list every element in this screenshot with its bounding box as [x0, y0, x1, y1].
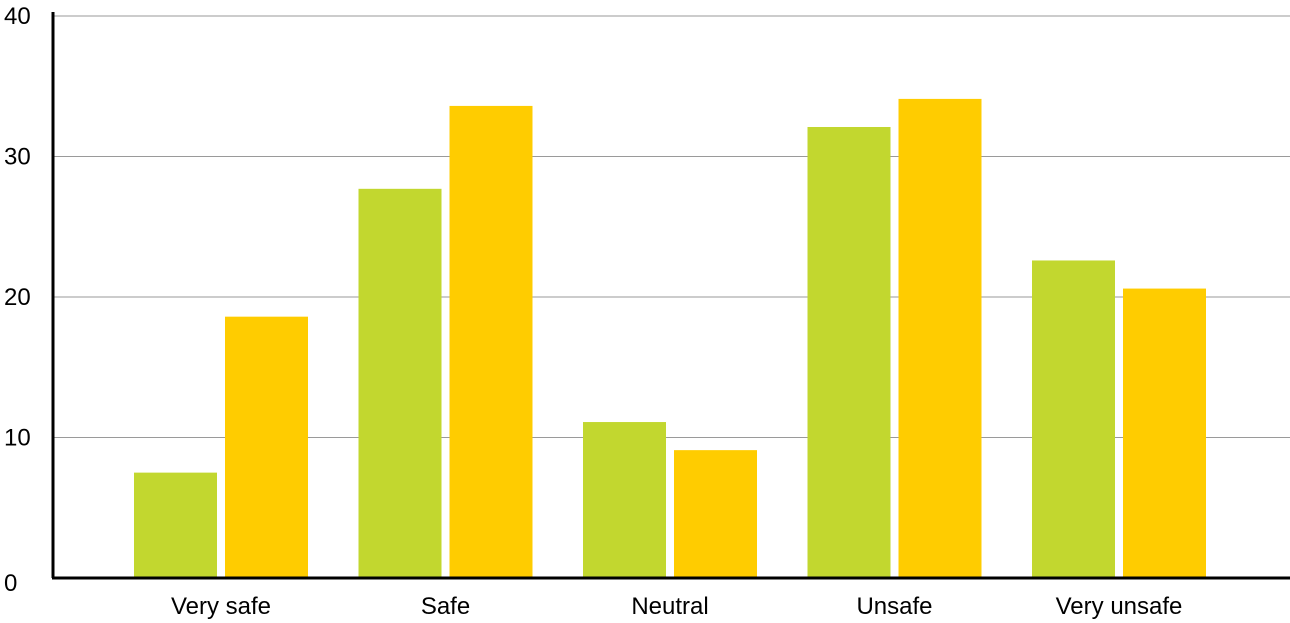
bar	[674, 450, 757, 578]
bar	[134, 472, 217, 578]
axes	[51, 12, 1290, 580]
bars	[134, 98, 1206, 579]
bar	[1123, 288, 1206, 578]
x-category-label: Unsafe	[856, 593, 932, 620]
y-tick-labels: 0 10 20 30 40	[4, 3, 31, 597]
y-tick-label: 20	[4, 284, 31, 311]
bar	[449, 105, 533, 579]
x-category-label: Very safe	[171, 593, 271, 620]
x-category-labels: Very safe Safe Neutral Unsafe Very unsafe	[171, 593, 1182, 620]
x-category-label: Safe	[421, 593, 470, 620]
x-category-label: Neutral	[631, 593, 708, 620]
bar	[225, 316, 308, 578]
bar	[583, 422, 666, 578]
bar	[807, 126, 891, 579]
y-tick-label: 0	[4, 570, 17, 597]
y-tick-label: 30	[4, 144, 31, 171]
bar	[1032, 260, 1115, 578]
y-tick-label: 10	[4, 425, 31, 452]
bar	[358, 188, 442, 578]
x-category-label: Very unsafe	[1056, 593, 1183, 620]
bar	[898, 98, 982, 579]
y-tick-label: 40	[4, 3, 31, 30]
